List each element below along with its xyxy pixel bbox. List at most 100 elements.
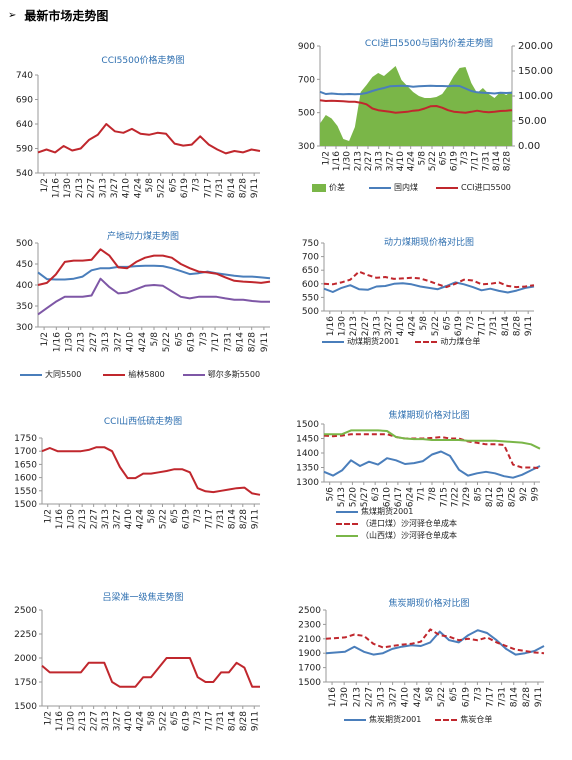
y-tick-label: 1550: [14, 487, 37, 497]
x-tick-label: 1/2: [44, 509, 54, 523]
y-tick-label: 590: [16, 145, 33, 155]
line-series-1: [41, 657, 260, 688]
chart-cci5500-price: CCI5500价格走势图 540 590 640 690 740 1/2 1/16 1/30 2…: [0, 45, 286, 215]
x-tick-label: 7/17: [211, 332, 221, 352]
x-tick-label: 3/13: [98, 178, 108, 198]
line-series-1: [319, 84, 513, 96]
y-tick-label: 350: [16, 302, 33, 312]
x-tick-label: 2/13: [78, 509, 88, 529]
chart-plot: 1500 1550 1600 1650 1700 1750 1/2 1/16 1/30 2/13 2…: [14, 434, 260, 529]
x-tick-label: 6/17: [394, 487, 404, 507]
x-tick-label: 7/31: [216, 711, 226, 731]
x-tick-label: 3/13: [101, 509, 111, 529]
chart-legend: 大同5500 榆林5800 鄂尔多斯5500: [20, 369, 286, 380]
chart-plot: 540 590 640 690 740 1/2 1/16 1/30 2/13 2/27 3/13 3/…: [16, 71, 261, 198]
y-tick-label: 900: [298, 42, 315, 52]
chart-title: 动力煤期现价格对比图: [383, 238, 474, 248]
chart-title: 焦炭期现价格对比图: [388, 599, 470, 609]
x-tick-label: 5/27: [360, 487, 370, 507]
legend-item: （进口煤）沙河驿仓单成本: [336, 518, 457, 529]
x-tick-label: 7/31: [223, 332, 233, 352]
x-tick-label: 8/5: [473, 487, 483, 501]
x-tick-label: 6/19: [449, 151, 459, 171]
line-series-1: [325, 629, 545, 656]
x-tick-label: 7/17: [486, 687, 496, 707]
y-tick-label: 1600: [14, 474, 37, 484]
x-tick-label: 2/27: [89, 332, 99, 352]
x-tick-label: 4/10: [396, 316, 406, 336]
x-tick-label: 6/5: [170, 509, 180, 523]
legend-item: 焦炭期货2001: [344, 714, 421, 725]
y-tick-label: 300: [298, 142, 315, 152]
x-tick-label: 2/13: [77, 332, 87, 352]
plot-area: 1500 1700 1900 2100 2300 2500 1/16 1/30 2/13 2/27…: [298, 606, 545, 707]
x-tick-label: 9/2: [519, 487, 529, 501]
x-tick-label: 1/16: [55, 711, 65, 731]
chart-plot: 500 550 600 650 700 750 1/16 1/30 2/13 2/27 3/13 3/…: [302, 239, 534, 336]
y-tick-label: 2250: [14, 630, 37, 640]
y-tick-label: 600: [302, 280, 319, 290]
x-tick-label: 3/13: [101, 332, 111, 352]
x-tick-label: 4/24: [136, 711, 146, 731]
x-tick-label: 8/28: [248, 332, 258, 352]
x-tick-label: 1/30: [63, 178, 73, 198]
y-tick-label: 1500: [14, 500, 37, 510]
y-tick-label: 1500: [296, 420, 319, 430]
x-tick-label: 6/5: [168, 178, 178, 192]
x-tick-label: 5/22: [157, 178, 167, 198]
x-tick-label: 3/27: [113, 332, 123, 352]
chart-plot: 1500 1700 1900 2100 2300 2500 1/16 1/30 2/13 2/27…: [298, 606, 545, 707]
y-tick-label: 1700: [298, 664, 321, 674]
y-tick-label: 650: [302, 266, 319, 276]
x-tick-label: 5/22: [158, 711, 168, 731]
chart-legend: 焦炭期货2001 焦炭仓单: [344, 714, 572, 725]
x-tick-label: 2/13: [75, 178, 85, 198]
x-tick-label: 7/31: [489, 316, 499, 336]
y2-tick-label: 150.00: [518, 66, 553, 77]
page-header: ➢ 最新市场走势图: [8, 6, 108, 24]
page-title: 最新市场走势图: [24, 8, 109, 23]
x-tick-label: 7/31: [216, 509, 226, 529]
x-tick-label: 7/29: [462, 487, 472, 507]
x-tick-label: 7/22: [451, 487, 461, 507]
y-tick-label: 1700: [14, 447, 37, 457]
y-tick-label: 1500: [298, 678, 321, 688]
x-tick-label: 7/31: [498, 687, 508, 707]
legend-item: 榆林5800: [103, 369, 165, 380]
legend-item: 动力煤仓单: [415, 336, 480, 347]
x-tick-label: 6/5: [174, 332, 184, 346]
x-tick-label: 5/20: [348, 487, 358, 507]
legend-item: 国内煤: [369, 182, 418, 193]
x-tick-label: 6/19: [461, 687, 471, 707]
x-tick-label: 2/27: [361, 316, 371, 336]
x-tick-label: 1/30: [343, 151, 353, 171]
x-tick-label: 4/10: [124, 509, 134, 529]
x-tick-label: 6/19: [454, 316, 464, 336]
chart-coke-futures-vs-spot: 焦炭期现价格对比图 1500 1700 1900 2100 2300 2500 1/16 1/…: [286, 578, 572, 753]
chart-title: CCI山西低硫走势图: [103, 417, 183, 427]
x-tick-label: 1/16: [52, 332, 62, 352]
plot-area: 500 550 600 650 700 750 1/16 1/30 2/13 2/27 3/13 3/…: [302, 239, 534, 336]
x-tick-label: 3/27: [113, 509, 123, 529]
chart-title: CCI进口5500与国内价差走势图: [364, 39, 494, 49]
y-tick-label: 300: [16, 323, 33, 333]
y-tick-label: 700: [302, 253, 319, 263]
x-tick-label: 3/13: [377, 687, 387, 707]
x-tick-label: 2/13: [352, 687, 362, 707]
legend-item: 焦煤期货2001: [336, 506, 413, 517]
chart-coking-coal-futures-vs-spot: 焦煤期现价格对比图 1300 1350 1400 1450 1500 5/6 5/13 5/2…: [286, 400, 572, 550]
x-tick-label: 4/24: [407, 151, 417, 171]
x-tick-label: 3/27: [384, 316, 394, 336]
x-tick-label: 2/13: [353, 151, 363, 171]
x-tick-label: 7/8: [428, 487, 438, 502]
x-tick-label: 7/17: [478, 316, 488, 336]
y-tick-label: 2000: [14, 654, 37, 664]
y-tick-label: 2100: [298, 635, 321, 645]
legend-item: 价差: [312, 182, 345, 193]
y2-tick-label: 100.00: [518, 91, 553, 102]
legend-item: CCI进口5500: [436, 182, 511, 193]
x-tick-label: 7/31: [215, 178, 225, 198]
line-series-3: [324, 429, 541, 450]
